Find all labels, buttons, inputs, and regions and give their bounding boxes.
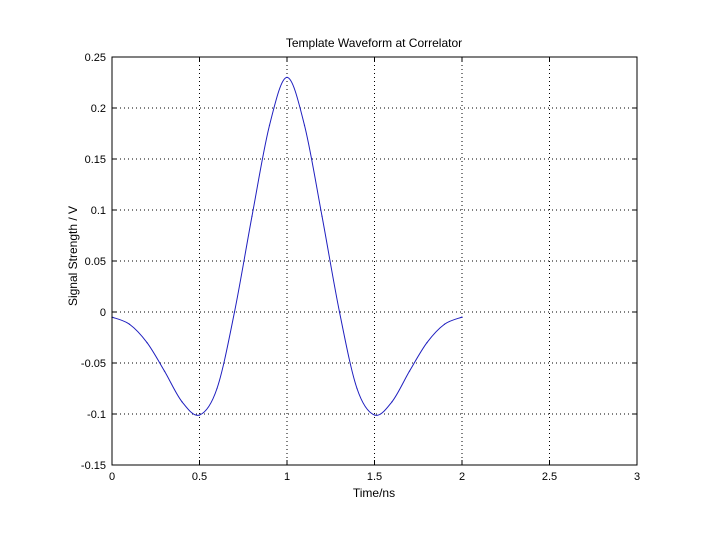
- y-tick-label: 0.05: [85, 256, 106, 268]
- series-point: [198, 414, 201, 416]
- series-point: [303, 124, 306, 126]
- series-point: [163, 370, 166, 372]
- series-point: [338, 311, 341, 313]
- x-tick-label: 2.5: [542, 471, 557, 483]
- series-point: [321, 215, 323, 217]
- y-tick-label: 0.25: [85, 52, 106, 64]
- y-tick-label: -0.05: [81, 358, 106, 370]
- grid-lines: [112, 57, 637, 465]
- series-point: [286, 76, 288, 78]
- series-layer: [111, 76, 463, 416]
- axis-ticks: 0 0.5 1 1.5 2 2.5 3 -0.15 -0.1 -0.05 0 0.05 0.1 0.15 0…: [81, 52, 640, 483]
- y-tick-label: -0.1: [87, 409, 106, 421]
- series-point: [426, 342, 428, 344]
- series-point: [461, 316, 463, 318]
- series-point: [443, 323, 446, 325]
- series-point: [251, 215, 253, 217]
- series-point: [408, 370, 411, 372]
- series-point: [356, 387, 358, 390]
- series-point: [128, 323, 131, 325]
- series-point: [373, 414, 376, 416]
- x-tick-label: 2: [459, 471, 465, 483]
- y-tick-label: 0.15: [85, 154, 106, 166]
- series-point: [233, 311, 236, 313]
- plot-frame: [111, 56, 638, 466]
- series-point: [391, 401, 393, 403]
- x-tick-label: 3: [634, 471, 640, 483]
- x-tick-label: 1: [284, 471, 290, 483]
- series-point: [181, 401, 183, 403]
- x-tick-label: 0: [109, 471, 115, 483]
- y-tick-label: 0.2: [91, 103, 106, 115]
- y-tick-label: -0.15: [81, 460, 106, 472]
- y-tick-label: 0: [100, 307, 106, 319]
- x-axis-label: Time/ns: [353, 486, 395, 500]
- series-point: [216, 387, 218, 390]
- chart-title: Template Waveform at Correlator: [286, 36, 462, 50]
- x-tick-label: 0.5: [192, 471, 207, 483]
- x-tick-label: 1.5: [367, 471, 382, 483]
- y-tick-label: 0.1: [91, 205, 106, 217]
- series-point: [146, 342, 148, 344]
- series-point: [268, 124, 271, 126]
- y-axis-label: Signal Strength / V: [66, 206, 80, 306]
